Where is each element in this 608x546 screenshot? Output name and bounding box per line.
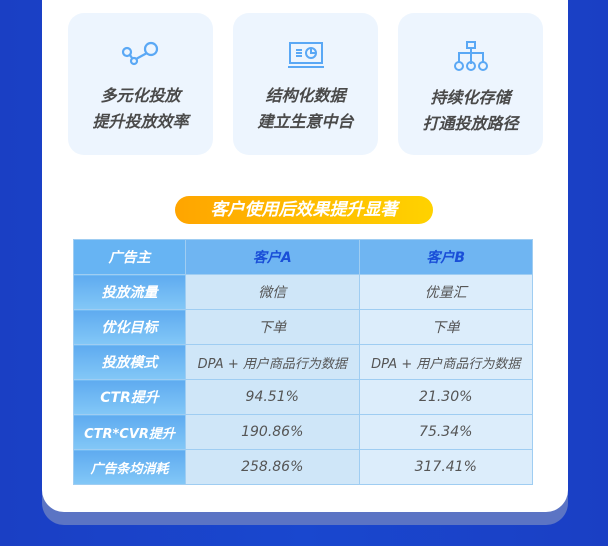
header-client-b: 客户B	[358, 239, 533, 275]
cell-client-b: 21.30%	[358, 379, 533, 415]
table-header-row: 广告主 客户A 客户B	[73, 239, 533, 275]
cell-client-a: 190.86%	[185, 414, 360, 450]
row-label: 广告条均消耗	[73, 449, 186, 485]
nodes-icon	[121, 41, 158, 66]
feature-subtitle: 打通投放路径	[422, 114, 519, 133]
feature-card-1: 多元化投放 提升投放效率	[68, 13, 213, 155]
cell-client-a: 下单	[185, 309, 360, 345]
header-client-a: 客户A	[185, 239, 360, 275]
table-row: 广告条均消耗 258.86% 317.41%	[73, 449, 533, 485]
hierarchy-icon	[453, 41, 488, 71]
row-label: 投放模式	[73, 344, 186, 380]
cell-client-a: DPA + 用户商品行为数据	[185, 344, 360, 380]
cell-client-b: DPA + 用户商品行为数据	[358, 344, 533, 380]
feature-title: 多元化投放	[100, 86, 181, 105]
row-label: CTR提升	[73, 379, 186, 415]
cell-client-a: 微信	[185, 274, 360, 310]
feature-title: 持续化存储	[430, 88, 511, 107]
results-banner: 客户使用后效果提升显著	[175, 196, 433, 224]
row-label: CTR*CVR提升	[73, 414, 186, 450]
feature-card-3: 持续化存储 打通投放路径	[398, 13, 543, 155]
feature-subtitle: 建立生意中台	[257, 112, 354, 131]
row-label: 优化目标	[73, 309, 186, 345]
table-row: 投放模式 DPA + 用户商品行为数据 DPA + 用户商品行为数据	[73, 344, 533, 380]
table-row: 投放流量 微信 优量汇	[73, 274, 533, 310]
cell-client-b: 下单	[358, 309, 533, 345]
feature-card-2: 结构化数据 建立生意中台	[233, 13, 378, 155]
feature-title: 结构化数据	[265, 86, 346, 105]
cell-client-a: 258.86%	[185, 449, 360, 485]
table-row: 优化目标 下单 下单	[73, 309, 533, 345]
monitor-chart-icon	[287, 42, 324, 68]
feature-subtitle: 提升投放效率	[92, 112, 189, 131]
table-row: CTR提升 94.51% 21.30%	[73, 379, 533, 415]
cell-client-b: 75.34%	[358, 414, 533, 450]
cell-client-a: 94.51%	[185, 379, 360, 415]
cell-client-b: 317.41%	[358, 449, 533, 485]
header-advertiser: 广告主	[73, 239, 186, 275]
table-row: CTR*CVR提升 190.86% 75.34%	[73, 414, 533, 450]
cell-client-b: 优量汇	[358, 274, 533, 310]
row-label: 投放流量	[73, 274, 186, 310]
comparison-table: 广告主 客户A 客户B 投放流量 微信 优量汇 优化目标 下单 下单 投放模式 DPA +…	[73, 239, 533, 485]
